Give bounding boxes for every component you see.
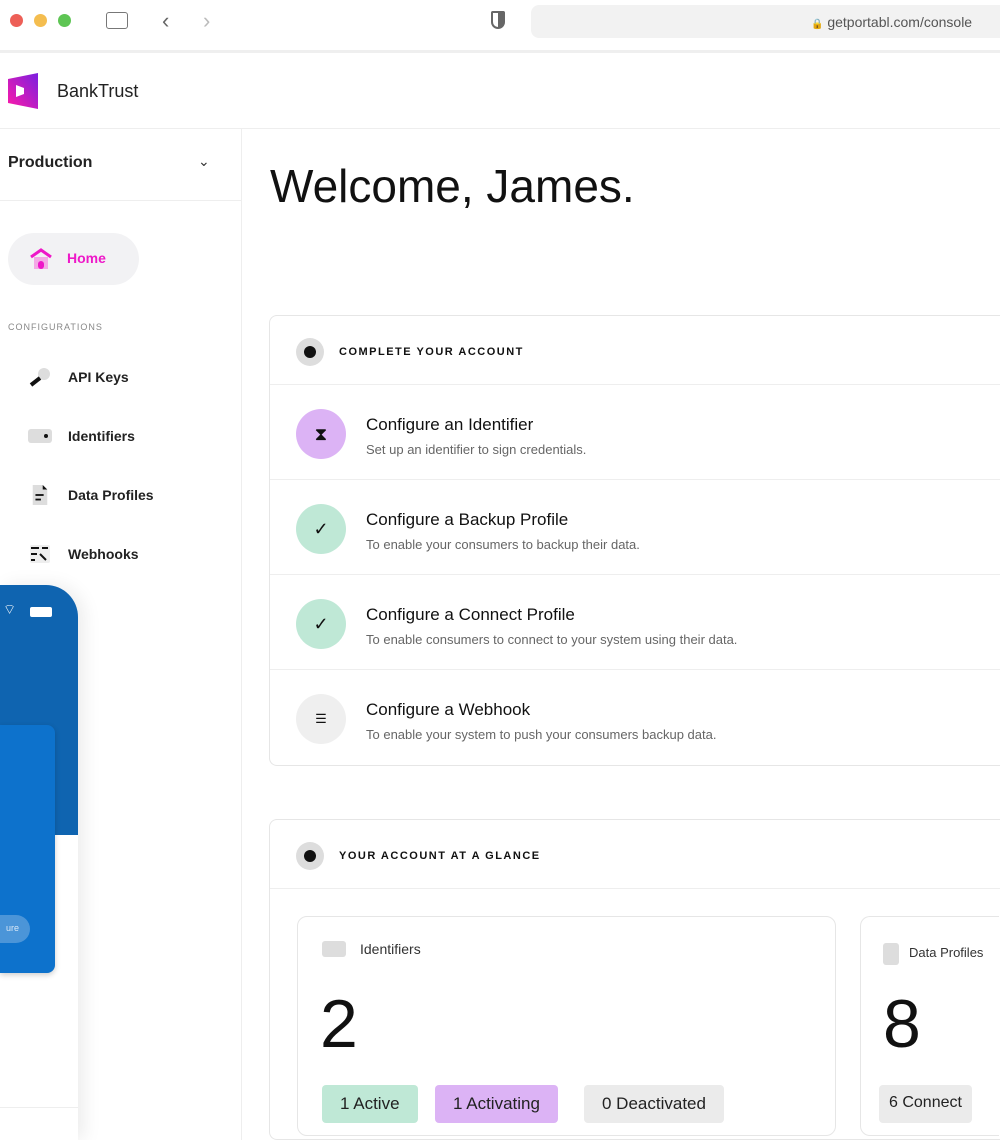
sidebar-item-label: Identifiers <box>68 428 135 444</box>
step-configure-connect-profile[interactable]: ✓ Configure a Connect Profile To enable co… <box>270 575 1000 670</box>
identifier-icon <box>28 429 52 443</box>
page-title: Welcome, James. <box>270 160 635 212</box>
divider <box>0 1107 78 1108</box>
stat-label: Data Profiles <box>909 945 984 960</box>
connect-badge: 6 Connect <box>879 1085 972 1123</box>
identifiers-stat-card[interactable]: Identifiers 2 1 Active 1 Activating 0 De… <box>297 916 836 1136</box>
complete-account-panel: COMPLETE YOUR ACCOUNT ⧗ Configure an Iden… <box>269 315 1000 766</box>
sidebar-item-label: Data Profiles <box>68 487 154 503</box>
address-bar[interactable]: 🔒 getportabl.com/console <box>531 5 1000 38</box>
forward-icon[interactable]: › <box>203 8 211 33</box>
section-label: CONFIGURATIONS <box>8 322 103 332</box>
gear-icon <box>296 338 324 366</box>
panel-title: COMPLETE YOUR ACCOUNT <box>339 346 524 358</box>
check-icon: ✓ <box>296 504 346 554</box>
maximize-window-button[interactable] <box>58 14 71 27</box>
data-profiles-stat-card[interactable]: Data Profiles 8 6 Connect <box>860 916 999 1136</box>
key-icon <box>29 368 50 387</box>
deactivated-badge: 0 Deactivated <box>584 1085 724 1123</box>
sidebar-item-label: API Keys <box>68 369 129 385</box>
url-text: getportabl.com/console <box>827 14 973 30</box>
document-icon <box>32 485 48 505</box>
wifi-icon: ⌔ <box>3 601 17 617</box>
close-window-button[interactable] <box>10 14 23 27</box>
phone-preview: ⌔ ure <box>0 585 78 1140</box>
step-description: To enable consumers to connect to your s… <box>366 632 738 647</box>
identifier-icon <box>322 941 346 957</box>
check-icon: ✓ <box>296 599 346 649</box>
stat-count: 8 <box>883 986 921 1062</box>
sidebar-toggle-icon[interactable] <box>106 12 128 29</box>
account-glance-panel: YOUR ACCOUNT AT A GLANCE Identifiers 2 1… <box>269 819 1000 1140</box>
sidebar-item-label: Webhooks <box>68 546 139 562</box>
phone-button-label: ure <box>6 923 20 933</box>
battery-icon <box>30 607 52 617</box>
step-description: Set up an identifier to sign credentials… <box>366 442 587 457</box>
chevron-down-icon[interactable]: ⌄ <box>198 153 210 169</box>
active-badge: 1 Active <box>322 1085 418 1123</box>
lock-icon: 🔒 <box>811 19 824 30</box>
step-title: Configure a Backup Profile <box>366 510 569 529</box>
step-description: To enable your system to push your consu… <box>366 727 717 742</box>
sidebar-item-home[interactable]: Home <box>8 233 139 285</box>
app-header: BankTrust <box>0 55 1000 129</box>
minimize-window-button[interactable] <box>34 14 47 27</box>
environment-select[interactable]: Production <box>8 154 93 171</box>
home-icon <box>30 248 52 269</box>
shield-icon[interactable] <box>491 11 505 29</box>
browser-toolbar: ‹ › 🔒 getportabl.com/console <box>0 0 1000 53</box>
phone-card-button[interactable]: ure <box>0 915 30 943</box>
panel-title: YOUR ACCOUNT AT A GLANCE <box>339 850 541 862</box>
step-description: To enable your consumers to backup their… <box>366 537 640 552</box>
divider <box>0 200 241 201</box>
sidebar-item-label: Home <box>67 250 106 266</box>
activating-badge: 1 Activating <box>435 1085 558 1123</box>
webhook-icon <box>30 545 50 563</box>
eye-icon <box>296 842 324 870</box>
step-configure-identifier[interactable]: ⧗ Configure an Identifier Set up an identi… <box>270 385 1000 480</box>
document-icon <box>883 943 899 965</box>
step-title: Configure a Connect Profile <box>366 605 575 624</box>
step-configure-webhook[interactable]: ☰ Configure a Webhook To enable your syste… <box>270 670 1000 765</box>
sidebar: Production ⌄ Home CONFIGURATIONS API Key… <box>0 129 242 1140</box>
step-configure-backup-profile[interactable]: ✓ Configure a Backup Profile To enable you… <box>270 480 1000 575</box>
back-icon[interactable]: ‹ <box>162 8 170 33</box>
step-title: Configure an Identifier <box>366 415 534 434</box>
hourglass-icon: ⧗ <box>296 409 346 459</box>
banktrust-logo <box>8 73 38 109</box>
stat-count: 2 <box>320 986 358 1062</box>
phone-card: ure <box>0 725 55 973</box>
brand-name: BankTrust <box>57 81 139 101</box>
step-title: Configure a Webhook <box>366 700 531 719</box>
stat-label: Identifiers <box>360 941 421 957</box>
webhook-icon: ☰ <box>296 694 346 744</box>
